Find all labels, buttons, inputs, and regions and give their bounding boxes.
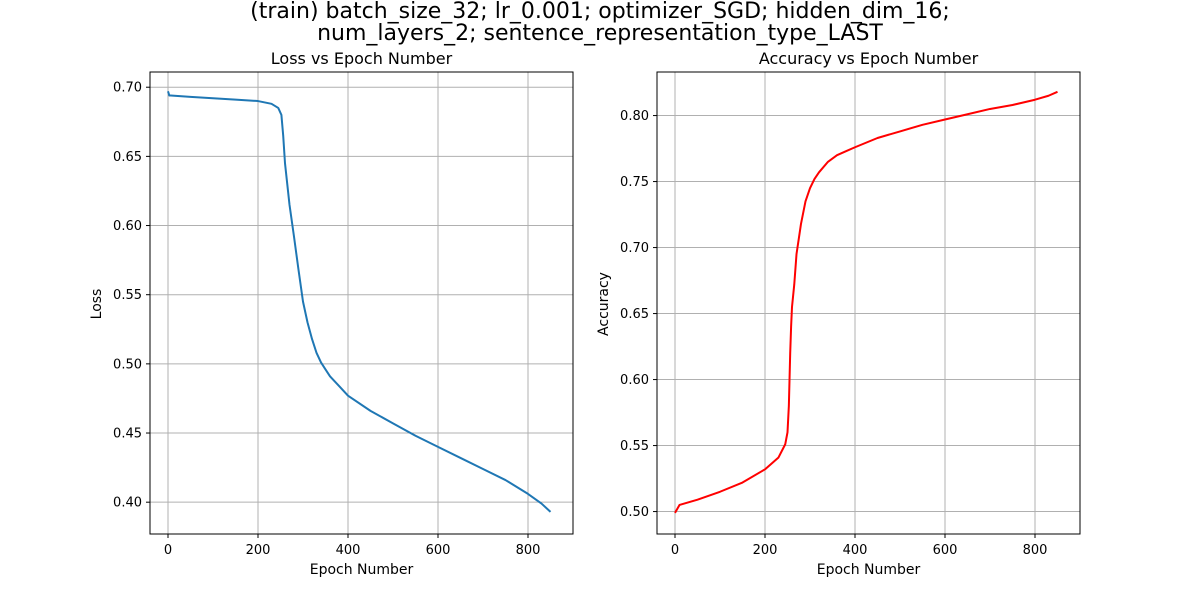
accuracy-y-tick-label: 0.55 — [620, 439, 649, 454]
loss-x-tick-label: 200 — [246, 543, 271, 558]
accuracy-y-tick-label: 0.65 — [620, 307, 649, 322]
accuracy-y-tick-label: 0.50 — [620, 505, 649, 520]
accuracy-y-tick-label: 0.60 — [620, 373, 649, 388]
accuracy-chart-title: Accuracy vs Epoch Number — [759, 49, 979, 68]
accuracy-chart-xlabel: Epoch Number — [817, 562, 921, 578]
loss-x-tick-label: 400 — [336, 543, 361, 558]
loss-x-tick-label: 600 — [426, 543, 451, 558]
accuracy-x-tick-label: 200 — [753, 543, 778, 558]
loss-x-tick-label: 800 — [516, 543, 541, 558]
loss-x-tick-label: 0 — [164, 543, 172, 558]
accuracy-x-tick-label: 600 — [933, 543, 958, 558]
accuracy-x-tick-label: 0 — [671, 543, 679, 558]
accuracy-y-tick-label: 0.80 — [620, 109, 649, 124]
loss-y-tick-label: 0.50 — [113, 357, 142, 372]
accuracy-chart-ylabel: Accuracy — [596, 272, 612, 336]
loss-axes-frame — [149, 71, 574, 535]
accuracy-x-tick-label: 400 — [843, 543, 868, 558]
accuracy-axes-frame — [656, 71, 1081, 535]
accuracy-chart: Accuracy vs Epoch Number Epoch Number Ac… — [596, 49, 1081, 578]
accuracy-series-line — [674, 90, 1058, 514]
loss-y-tick-label: 0.45 — [113, 427, 142, 442]
loss-y-tick-label: 0.40 — [113, 496, 142, 511]
figure-title-line-2: num_layers_2; sentence_representation_ty… — [317, 21, 883, 46]
accuracy-y-tick-label: 0.70 — [620, 241, 649, 256]
loss-y-tick-label: 0.65 — [113, 150, 142, 165]
figure-title-line-1: (train) batch_size_32; lr_0.001; optimiz… — [250, 0, 950, 24]
loss-y-tick-label: 0.55 — [113, 288, 142, 303]
loss-series-line — [167, 91, 552, 513]
accuracy-y-tick-label: 0.75 — [620, 175, 649, 190]
loss-chart-title: Loss vs Epoch Number — [271, 49, 453, 68]
loss-chart: Loss vs Epoch Number Epoch Number Loss 0… — [89, 49, 574, 578]
loss-chart-ylabel: Loss — [89, 289, 105, 320]
accuracy-x-tick-label: 800 — [1023, 543, 1048, 558]
loss-y-tick-label: 0.60 — [113, 219, 142, 234]
loss-y-tick-label: 0.70 — [113, 81, 142, 96]
loss-chart-xlabel: Epoch Number — [310, 562, 414, 578]
